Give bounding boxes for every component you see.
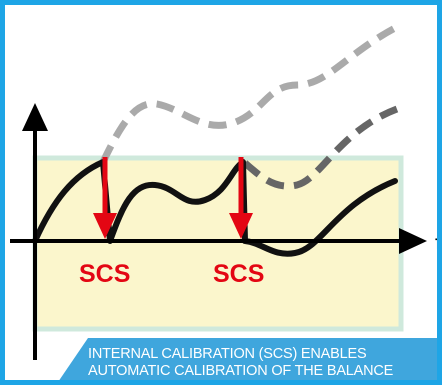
- diagram-canvas: t SCS SCS: [10, 23, 442, 360]
- axis-label-t: t: [435, 228, 442, 258]
- caption-banner: INTERNAL CALIBRATION (SCS) ENABLES AUTOM…: [56, 338, 437, 380]
- scs-label-2: SCS: [213, 260, 264, 288]
- right-arrow-icon: [399, 228, 427, 254]
- drift-curve-lower: [242, 105, 399, 190]
- calibration-arrow-1: [93, 157, 117, 239]
- scs-label-1: SCS: [79, 260, 130, 288]
- drift-curve-upper: [99, 23, 399, 164]
- tolerance-band: [32, 155, 404, 332]
- calibration-arrow-2: [229, 157, 253, 239]
- down-arrow-icon: [229, 213, 253, 239]
- caption-line-2: AUTOMATIC CALIBRATION OF THE BALANCE: [88, 363, 394, 379]
- caption-line-1: INTERNAL CALIBRATION (SCS) ENABLES: [88, 346, 367, 362]
- down-arrow-icon: [93, 213, 117, 239]
- up-arrow-icon: [22, 103, 48, 131]
